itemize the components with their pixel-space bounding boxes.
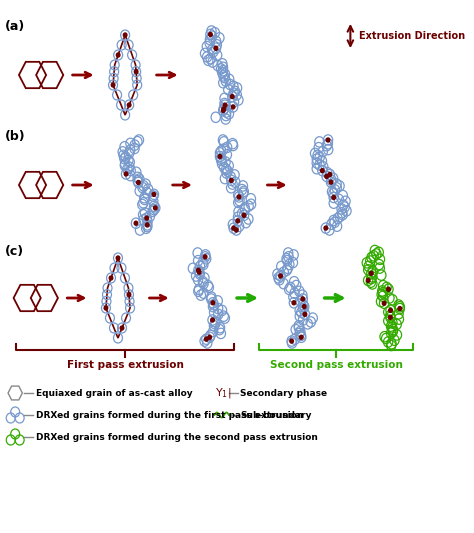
Circle shape [218, 155, 222, 158]
Circle shape [134, 70, 138, 74]
Circle shape [232, 226, 236, 230]
Text: Secondary phase: Secondary phase [240, 389, 328, 398]
Circle shape [329, 180, 333, 184]
Circle shape [223, 103, 227, 107]
Circle shape [117, 53, 120, 57]
Circle shape [242, 213, 246, 217]
Circle shape [127, 293, 131, 297]
Circle shape [229, 179, 233, 182]
Circle shape [154, 206, 157, 210]
Circle shape [204, 337, 208, 341]
Circle shape [324, 226, 328, 230]
Circle shape [320, 168, 324, 173]
Circle shape [221, 108, 225, 112]
Circle shape [383, 301, 386, 305]
Circle shape [387, 287, 390, 291]
Circle shape [235, 228, 238, 232]
Circle shape [152, 192, 156, 196]
Circle shape [134, 221, 138, 225]
Circle shape [128, 103, 131, 107]
Circle shape [146, 223, 149, 227]
Text: Extrusion Direction: Extrusion Direction [359, 31, 465, 41]
Circle shape [389, 308, 392, 312]
Circle shape [197, 270, 201, 274]
Circle shape [230, 94, 234, 99]
Circle shape [120, 326, 124, 330]
Circle shape [237, 195, 241, 199]
Circle shape [197, 268, 200, 272]
Circle shape [300, 335, 303, 340]
Text: Equiaxed grain of as-cast alloy: Equiaxed grain of as-cast alloy [36, 389, 192, 398]
Circle shape [123, 33, 127, 37]
Text: DRXed grains formed during the first pass extrusion: DRXed grains formed during the first pas… [36, 410, 303, 419]
Circle shape [301, 297, 305, 301]
Circle shape [214, 46, 218, 50]
Text: Sub-boundary: Sub-boundary [240, 410, 312, 419]
Circle shape [231, 105, 235, 109]
Circle shape [137, 181, 140, 184]
Circle shape [332, 196, 336, 199]
Circle shape [211, 301, 215, 305]
Text: Second pass extrusion: Second pass extrusion [270, 360, 402, 370]
Circle shape [211, 318, 214, 322]
Circle shape [208, 335, 211, 340]
Text: (a): (a) [4, 20, 25, 33]
Circle shape [325, 174, 328, 179]
Circle shape [111, 83, 115, 87]
Text: DRXed grains formed during the second pass extrusion: DRXed grains formed during the second pa… [36, 432, 318, 441]
Circle shape [328, 173, 332, 176]
Circle shape [290, 339, 293, 343]
Circle shape [104, 306, 108, 310]
Circle shape [398, 306, 401, 311]
Circle shape [222, 107, 226, 111]
Circle shape [292, 301, 296, 305]
Circle shape [303, 312, 307, 316]
Circle shape [370, 271, 373, 276]
Circle shape [302, 305, 306, 309]
Circle shape [236, 219, 239, 223]
Circle shape [279, 274, 283, 278]
Text: First pass extrusion: First pass extrusion [67, 360, 183, 370]
Text: (b): (b) [4, 130, 25, 143]
Circle shape [389, 316, 392, 319]
Circle shape [203, 255, 207, 259]
Text: (c): (c) [4, 245, 24, 258]
Circle shape [366, 278, 370, 282]
Circle shape [124, 172, 128, 176]
Circle shape [145, 216, 148, 220]
Circle shape [326, 138, 330, 142]
Circle shape [116, 256, 120, 260]
Circle shape [109, 276, 113, 280]
Circle shape [209, 33, 212, 36]
Text: $\Upsilon_1|$: $\Upsilon_1|$ [215, 386, 231, 400]
